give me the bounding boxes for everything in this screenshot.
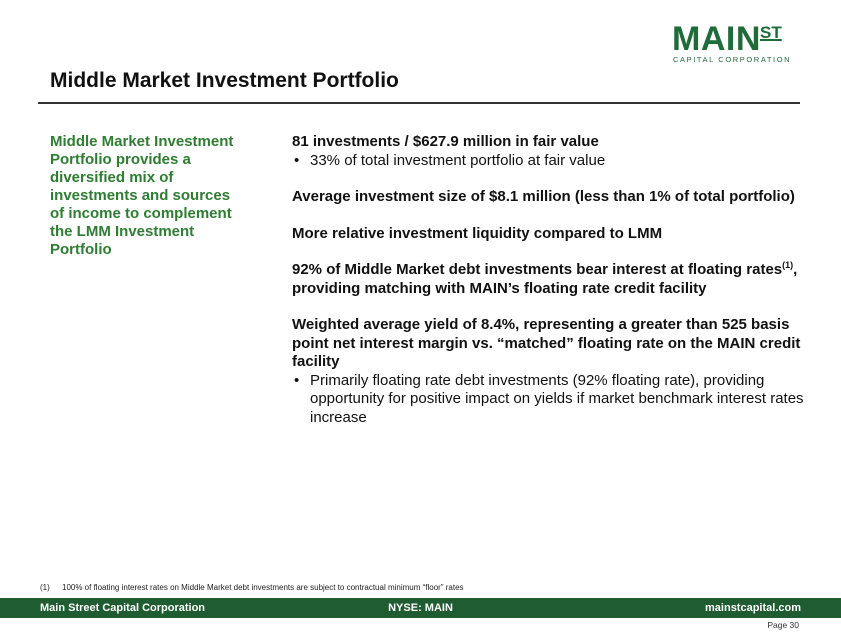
- logo-subtitle: CAPITAL CORPORATION: [673, 55, 792, 64]
- footnote-text: 100% of floating interest rates on Middl…: [62, 583, 464, 592]
- bullet-text: Primarily floating rate debt investments…: [310, 371, 804, 426]
- footnote-ref: (1): [782, 260, 794, 270]
- bullet-dot: •: [294, 371, 300, 389]
- page-number: Page 30: [767, 620, 799, 630]
- bullet-dot: •: [294, 151, 300, 169]
- floating-rate-statement: 92% of Middle Market debt investments be…: [292, 261, 807, 298]
- footer-company: Main Street Capital Corporation: [40, 602, 206, 614]
- footnote-number: (1): [40, 583, 50, 592]
- logo-st-text: ST: [760, 23, 782, 42]
- footer-ticker: NYSE: MAIN: [388, 602, 453, 614]
- title-divider: [38, 102, 800, 104]
- floating-rate-text-a: 92% of Middle Market debt investments be…: [292, 261, 783, 278]
- liquidity-statement: More relative investment liquidity compa…: [292, 224, 663, 242]
- footnote: (1) 100% of floating interest rates on Mi…: [40, 583, 464, 592]
- weighted-yield-statement: Weighted average yield of 8.4%, represen…: [292, 316, 801, 370]
- average-investment-size: Average investment size of $8.1 million …: [292, 188, 795, 205]
- floating-rate-text-b: , providing matching with MAIN’s floatin…: [292, 261, 798, 297]
- sidebar-summary: Middle Market Investment Portfolio provi…: [50, 133, 234, 258]
- footer-bar: Main Street Capital Corporation NYSE: MA…: [0, 598, 841, 618]
- footer-website: mainstcapital.com: [705, 602, 801, 614]
- bullet-portfolio-share: • 33% of total investment portfolio at f…: [292, 152, 807, 171]
- page-title: Middle Market Investment Portfolio: [50, 69, 399, 92]
- bullet-floating-debt: • Primarily floating rate debt investmen…: [292, 372, 807, 428]
- company-logo: MAIN ST CAPITAL CORPORATION: [672, 20, 792, 64]
- bullet-text: 33% of total investment portfolio at fai…: [310, 151, 606, 169]
- investments-summary: 81 investments / $627.9 million in fair …: [292, 133, 599, 150]
- logo-main-text: MAIN: [672, 20, 761, 58]
- main-content: 81 investments / $627.9 million in fair …: [292, 133, 807, 427]
